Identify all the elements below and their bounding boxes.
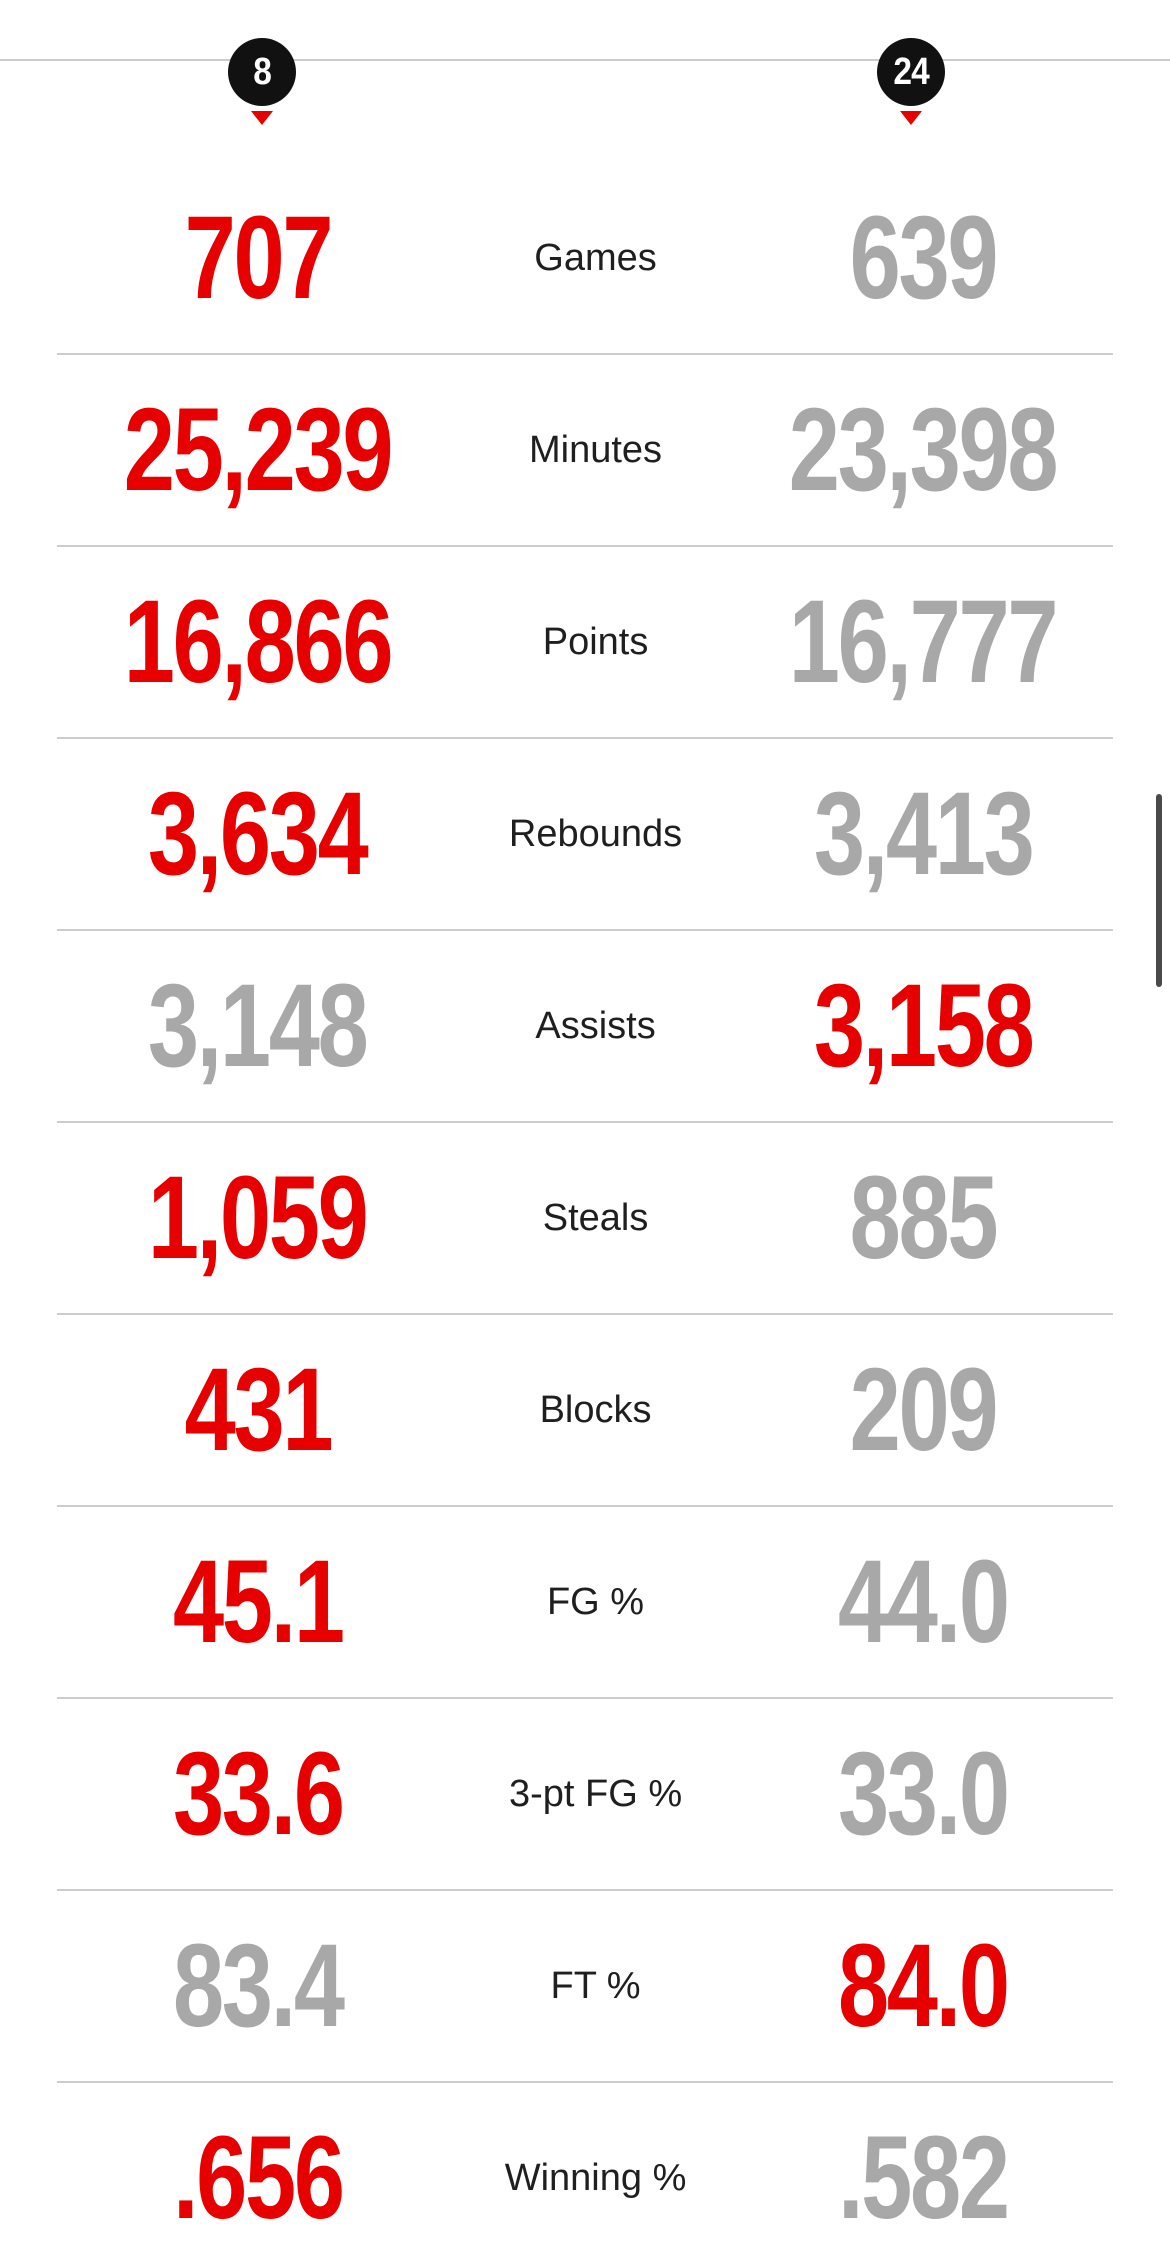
stat-label: Points <box>542 620 649 663</box>
stat-label: Rebounds <box>508 812 683 855</box>
stat-value-right: 3,158 <box>733 967 1113 1085</box>
stat-value-left-text: 16,866 <box>123 576 394 708</box>
jersey-8-marker: 8 <box>228 0 296 125</box>
stat-value-left-text: 3,148 <box>148 960 369 1092</box>
timeline-line <box>0 59 1170 61</box>
stat-value-right-text: 84.0 <box>837 1920 1010 2052</box>
jersey-8-badge: 8 <box>228 38 296 106</box>
stat-value-right-text: 33.0 <box>837 1728 1010 1860</box>
stat-row: 33.6 3-pt FG % 33.0 <box>57 1699 1113 1891</box>
stat-label: Blocks <box>539 1388 652 1431</box>
stat-value-right: 639 <box>733 199 1113 317</box>
stat-row: .656 Winning % .582 <box>57 2083 1113 2241</box>
stat-row: 45.1 FG % 44.0 <box>57 1507 1113 1699</box>
stat-value-right-text: .582 <box>837 2112 1010 2241</box>
stat-value-right-text: 3,158 <box>813 960 1035 1092</box>
stat-value-right-text: 885 <box>849 1152 999 1284</box>
stat-label: Winning % <box>504 2156 687 2199</box>
stat-value-left-text: 83.4 <box>172 1920 345 2052</box>
jersey-24-marker: 24 <box>877 0 945 125</box>
stat-row: 1,059 Steals 885 <box>57 1123 1113 1315</box>
triangle-down-icon <box>900 111 922 125</box>
stat-value-left: 16,866 <box>57 583 458 701</box>
stat-value-left: 1,059 <box>57 1159 458 1277</box>
stat-label: Games <box>534 236 657 279</box>
stat-row: 3,148 Assists 3,158 <box>57 931 1113 1123</box>
stat-value-left-text: 707 <box>184 192 333 324</box>
stat-value-left: 83.4 <box>57 1927 458 2045</box>
stat-value-right: .582 <box>733 2119 1113 2237</box>
stat-value-right: 885 <box>733 1159 1113 1277</box>
stat-value-right-text: 23,398 <box>789 384 1059 516</box>
scrollbar-thumb[interactable] <box>1156 794 1162 987</box>
stat-value-right: 209 <box>733 1351 1113 1469</box>
stat-value-left: .656 <box>57 2119 458 2237</box>
stat-value-right: 33.0 <box>733 1735 1113 1853</box>
stat-value-left: 3,148 <box>57 967 458 1085</box>
stat-value-left: 45.1 <box>57 1543 458 1661</box>
stat-value-right: 3,413 <box>733 775 1113 893</box>
stat-value-left-text: 33.6 <box>172 1728 345 1860</box>
stat-label: FT % <box>550 1964 641 2007</box>
stat-value-left-text: 3,634 <box>148 768 369 900</box>
stat-row: 431 Blocks 209 <box>57 1315 1113 1507</box>
stat-row: 83.4 FT % 84.0 <box>57 1891 1113 2083</box>
stat-value-right: 16,777 <box>733 583 1113 701</box>
jersey-header: 8 24 <box>0 0 1170 163</box>
stat-row: 16,866 Points 16,777 <box>57 547 1113 739</box>
triangle-down-icon <box>251 111 273 125</box>
stat-value-left: 707 <box>57 199 458 317</box>
stat-label: Assists <box>535 1004 656 1047</box>
stat-value-left-text: .656 <box>172 2112 345 2241</box>
jersey-24-number: 24 <box>893 50 929 93</box>
stat-label: Steals <box>542 1196 649 1239</box>
stat-value-right-text: 16,777 <box>789 576 1059 708</box>
stat-value-left: 431 <box>57 1351 458 1469</box>
stat-value-right: 84.0 <box>733 1927 1113 2045</box>
stat-label: 3-pt FG % <box>508 1772 683 1815</box>
stat-value-right-text: 639 <box>849 192 999 324</box>
stat-row: 707 Games 639 <box>57 163 1113 355</box>
stat-value-right: 23,398 <box>733 391 1113 509</box>
stats-table: 707 Games 639 25,239 Minutes 23,398 16,8… <box>0 163 1170 2241</box>
stat-value-left-text: 25,239 <box>123 384 394 516</box>
jersey-24-badge: 24 <box>877 38 945 106</box>
stat-value-left: 3,634 <box>57 775 458 893</box>
stat-value-left: 25,239 <box>57 391 458 509</box>
stat-value-right: 44.0 <box>733 1543 1113 1661</box>
stat-value-right-text: 209 <box>849 1344 999 1476</box>
stat-value-right-text: 3,413 <box>813 768 1035 900</box>
stat-label: Minutes <box>529 428 663 471</box>
stat-value-left-text: 431 <box>184 1344 333 1476</box>
stat-value-right-text: 44.0 <box>837 1536 1010 1668</box>
stat-value-left-text: 1,059 <box>148 1152 369 1284</box>
stat-row: 3,634 Rebounds 3,413 <box>57 739 1113 931</box>
stat-value-left-text: 45.1 <box>172 1536 345 1668</box>
jersey-8-number: 8 <box>253 50 272 93</box>
stat-label: FG % <box>546 1580 645 1623</box>
stat-row: 25,239 Minutes 23,398 <box>57 355 1113 547</box>
stat-value-left: 33.6 <box>57 1735 458 1853</box>
